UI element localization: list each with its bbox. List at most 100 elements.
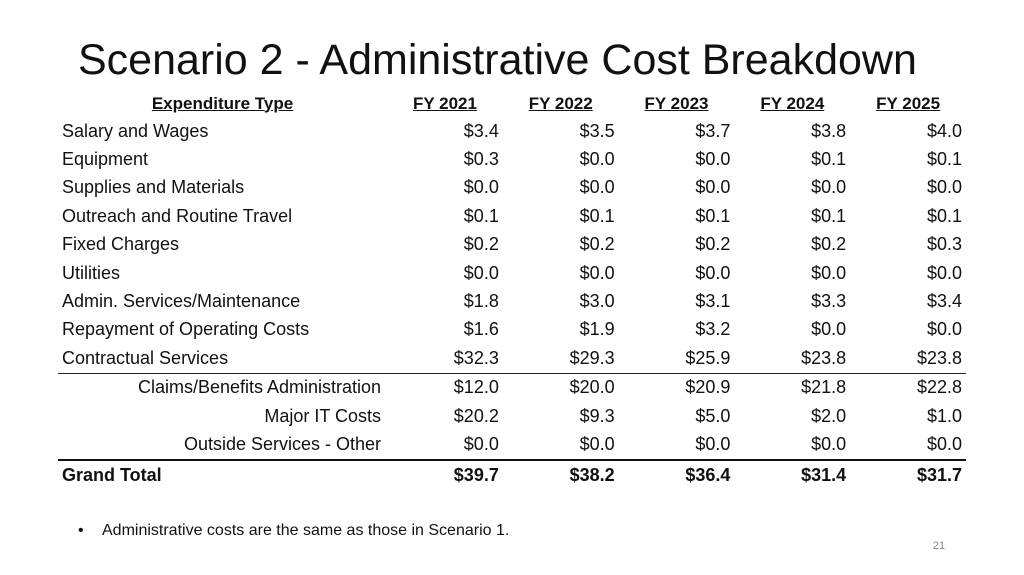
cell-value: $3.0	[579, 291, 615, 312]
cell-value: $0.0	[579, 149, 615, 170]
row-label: Supplies and Materials	[62, 177, 245, 198]
subrow-label: Claims/Benefits Administration	[137, 377, 382, 398]
cell-value: $0.2	[811, 234, 847, 255]
cell-value: $0.1	[926, 149, 962, 170]
subrow-label: Outside Services - Other	[58, 430, 388, 461]
cell-value: $20.0	[569, 377, 615, 398]
grand-total-row: Grand Total $39.7 $38.2 $36.4 $31.4 $31.…	[58, 460, 966, 491]
table-row: Admin. Services/Maintenance $1.8 $3.0 $3…	[58, 287, 966, 315]
grand-total-label: Grand Total	[62, 465, 162, 486]
cell-value: $0.0	[695, 149, 731, 170]
cell-value: $0.0	[463, 177, 499, 198]
row-label: Equipment	[62, 149, 149, 170]
bullet-note: • Administrative costs are the same as th…	[78, 519, 509, 543]
cell-value: $0.2	[463, 234, 499, 255]
cell-value: $12.0	[453, 377, 499, 398]
row-label: Contractual Services	[58, 344, 388, 374]
cell-value: $21.8	[801, 377, 847, 398]
table-subrow: Major IT Costs $20.2 $9.3 $5.0 $2.0 $1.0	[58, 402, 966, 430]
cell-value: $0.1	[926, 205, 962, 226]
cell-value: $0.0	[618, 430, 735, 461]
table-row: Equipment $0.3 $0.0 $0.0 $0.1 $0.1	[58, 145, 966, 173]
cell-value: $0.1	[463, 205, 499, 226]
table-row: Outreach and Routine Travel $0.1 $0.1 $0…	[58, 202, 966, 230]
header-fy-2021: FY 2021	[412, 93, 477, 113]
cell-value: $0.0	[811, 319, 847, 340]
slide-title: Scenario 2 - Administrative Cost Breakdo…	[78, 36, 917, 84]
cell-value: $1.9	[579, 319, 615, 340]
header-expenditure-type: Expenditure Type	[151, 93, 294, 113]
row-label: Salary and Wages	[62, 120, 209, 141]
cell-value: $0.0	[695, 177, 731, 198]
header-fy-2024: FY 2024	[760, 93, 825, 113]
grand-total-value: $31.7	[916, 465, 962, 486]
table-subrow: Outside Services - Other $0.0 $0.0 $0.0 …	[58, 430, 966, 461]
cell-value: $0.0	[811, 262, 847, 283]
cell-value: $0.0	[850, 430, 966, 461]
header-fy-2023: FY 2023	[644, 93, 709, 113]
grand-total-value: $31.4	[801, 465, 847, 486]
grand-total-value: $39.7	[453, 465, 499, 486]
cell-value: $0.0	[811, 177, 847, 198]
cell-value: $1.8	[463, 291, 499, 312]
cell-value: $3.1	[695, 291, 731, 312]
cell-value: $23.8	[734, 344, 851, 374]
cell-value: $3.8	[811, 120, 847, 141]
cell-value: $0.0	[387, 430, 503, 461]
cell-value: $1.0	[926, 405, 962, 426]
cell-value: $9.3	[579, 405, 615, 426]
table-header-row: Expenditure Type FY 2021 FY 2022 FY 2023…	[58, 90, 966, 117]
cell-value: $0.0	[734, 430, 851, 461]
cell-value: $29.3	[502, 344, 619, 374]
cell-value: $20.9	[685, 377, 731, 398]
cell-value: $0.0	[579, 177, 615, 198]
cell-value: $3.7	[695, 120, 731, 141]
row-label: Fixed Charges	[62, 234, 180, 255]
cell-value: $3.3	[811, 291, 847, 312]
page-number: 21	[932, 540, 946, 552]
row-label: Admin. Services/Maintenance	[62, 291, 301, 312]
row-label: Utilities	[62, 262, 121, 283]
cell-value: $25.9	[618, 344, 735, 374]
cell-value: $3.4	[463, 120, 499, 141]
table-subrow: Claims/Benefits Administration $12.0 $20…	[58, 373, 966, 402]
cell-value: $0.1	[811, 205, 847, 226]
cell-value: $0.0	[926, 319, 962, 340]
table-row: Contractual Services $32.3 $29.3 $25.9 $…	[58, 344, 966, 374]
cell-value: $20.2	[453, 405, 499, 426]
header-fy-2022: FY 2022	[528, 93, 593, 113]
cell-value: $0.1	[811, 149, 847, 170]
note-text: Administrative costs are the same as tho…	[102, 522, 510, 539]
cell-value: $0.1	[695, 205, 731, 226]
subrow-label: Major IT Costs	[264, 405, 382, 426]
cell-value: $2.0	[811, 405, 847, 426]
grand-total-value: $38.2	[569, 465, 615, 486]
table-row: Utilities $0.0 $0.0 $0.0 $0.0 $0.0	[58, 259, 966, 287]
table-row: Fixed Charges $0.2 $0.2 $0.2 $0.2 $0.3	[58, 231, 966, 259]
cell-value: $0.1	[579, 205, 615, 226]
grand-total-value: $36.4	[685, 465, 731, 486]
cell-value: $0.2	[579, 234, 615, 255]
cell-value: $0.0	[926, 177, 962, 198]
cost-breakdown-table: Expenditure Type FY 2021 FY 2022 FY 2023…	[58, 90, 966, 491]
table-row: Supplies and Materials $0.0 $0.0 $0.0 $0…	[58, 174, 966, 202]
cell-value: $3.4	[926, 291, 962, 312]
cell-value: $1.6	[463, 319, 499, 340]
cell-value: $0.0	[695, 262, 731, 283]
bullet-icon: •	[78, 522, 84, 539]
table-row: Salary and Wages $3.4 $3.5 $3.7 $3.8 $4.…	[58, 117, 966, 145]
cell-value: $0.0	[502, 430, 619, 461]
cell-value: $5.0	[695, 405, 731, 426]
row-label: Repayment of Operating Costs	[62, 319, 310, 340]
cell-value: $3.2	[695, 319, 731, 340]
cell-value: $0.2	[695, 234, 731, 255]
cell-value: $23.8	[850, 344, 966, 374]
cell-value: $0.3	[926, 234, 962, 255]
cell-value: $0.0	[579, 262, 615, 283]
header-fy-2025: FY 2025	[876, 93, 941, 113]
cell-value: $0.0	[926, 262, 962, 283]
cell-value: $3.5	[579, 120, 615, 141]
cell-value: $22.8	[916, 377, 962, 398]
cell-value: $0.0	[463, 262, 499, 283]
row-label: Outreach and Routine Travel	[62, 205, 293, 226]
